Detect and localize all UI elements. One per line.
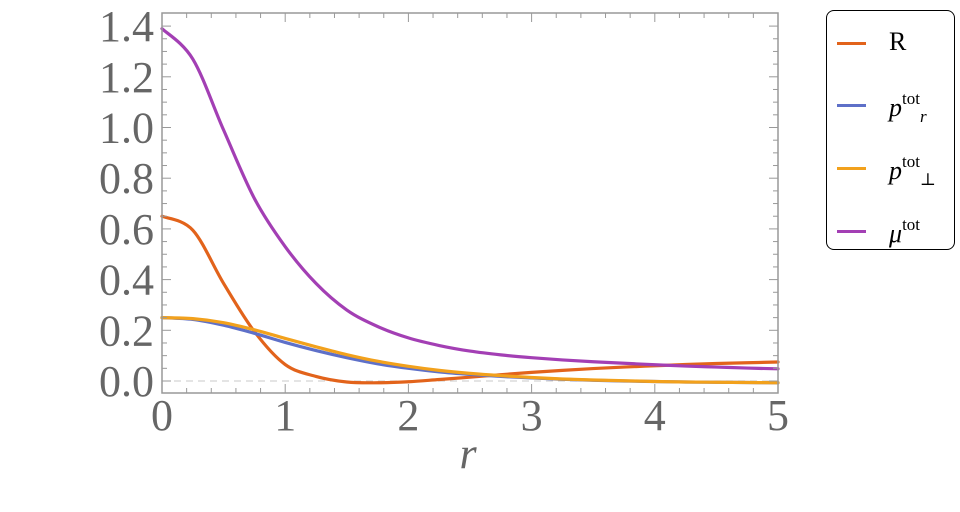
x-tick-label: 2	[397, 391, 419, 440]
y-tick-label: 0.2	[99, 306, 154, 355]
series-line-2	[160, 316, 780, 385]
legend-swatch-p-tot-perp	[837, 167, 866, 170]
y-tick-label: 0.6	[99, 205, 154, 254]
legend-item-p-tot-perp: ptot⊥	[827, 148, 954, 189]
legend-label-p-tot-r: ptotr	[889, 89, 927, 126]
y-tick-label: 0.8	[99, 154, 154, 203]
plot-frame	[161, 12, 779, 394]
y-tick-label: 0.4	[99, 256, 154, 305]
legend-label-p-tot-perp: ptot⊥	[889, 152, 936, 189]
legend: R ptotr ptot⊥ μtot	[826, 10, 955, 250]
x-axis-tick-labels: 0 1 2 3 4 5	[151, 391, 789, 440]
x-axis-label: r	[459, 429, 477, 478]
y-tick-label: 1.0	[99, 104, 154, 153]
axis-ticks	[161, 13, 779, 393]
y-tick-label: 1.2	[99, 53, 154, 102]
legend-item-mu-tot: μtot	[827, 211, 954, 251]
series-line-3	[160, 27, 780, 371]
x-tick-label: 0	[151, 391, 173, 440]
legend-item-r: R	[827, 23, 954, 63]
legend-item-p-tot-r: ptotr	[827, 85, 954, 126]
legend-label-mu-tot: μtot	[889, 215, 921, 248]
x-tick-label: 3	[521, 391, 543, 440]
legend-swatch-r	[837, 42, 866, 45]
legend-swatch-mu-tot	[837, 230, 866, 233]
series-line-0	[160, 214, 780, 385]
x-tick-label: 4	[644, 391, 666, 440]
legend-label-r: R	[889, 27, 907, 56]
legend-swatch-p-tot-r	[837, 104, 866, 107]
x-tick-label: 5	[767, 391, 789, 440]
y-tick-label: 1.4	[99, 2, 154, 51]
x-tick-label: 1	[274, 391, 296, 440]
data-series	[160, 27, 780, 385]
y-tick-label: 0.0	[99, 357, 154, 406]
y-axis-tick-labels: 0.00.20.40.60.81.01.21.4	[99, 2, 154, 406]
